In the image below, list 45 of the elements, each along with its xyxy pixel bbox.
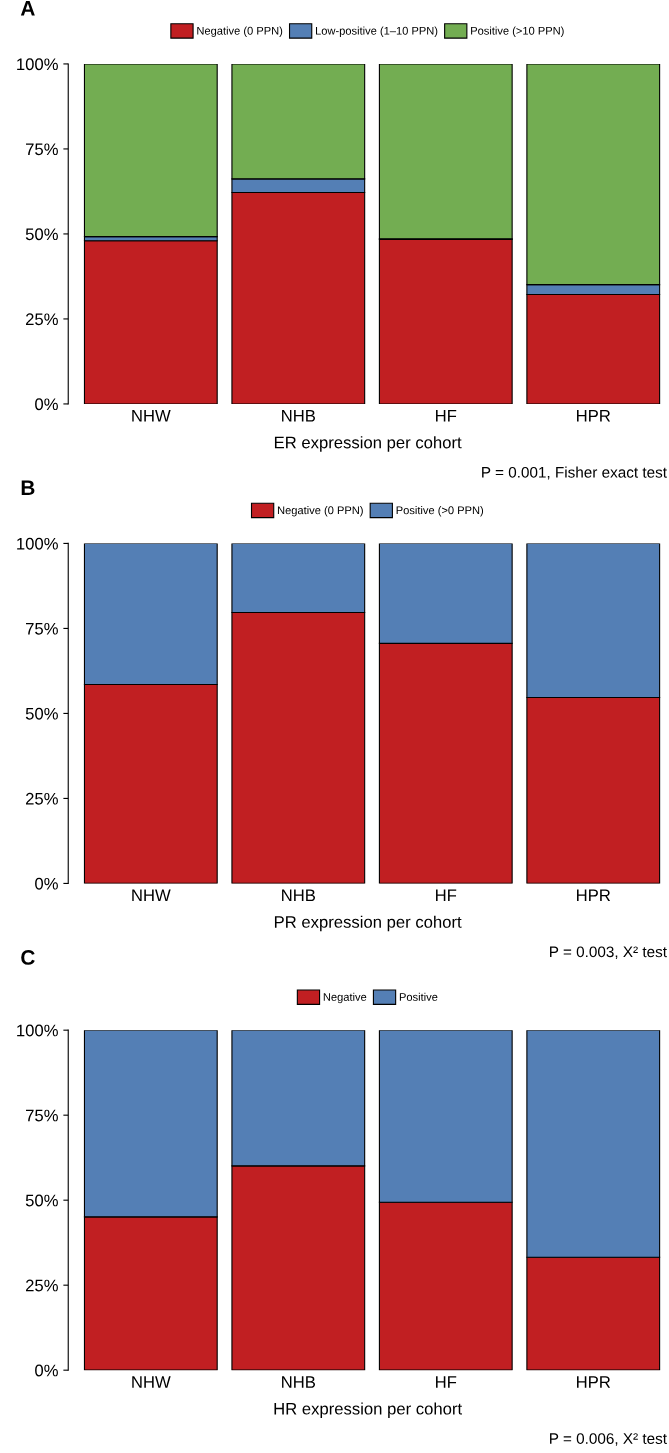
y-tick-label: 100% <box>17 537 58 550</box>
text: P = 0.001, Fisher exact test <box>482 466 667 480</box>
legend-label: Negative (0 PPN) <box>197 26 283 37</box>
legend-label: Positive <box>399 992 438 1001</box>
x-axis-title: ER expression per cohort <box>274 436 462 452</box>
legend-label: Positive (>10 PPN) <box>471 26 564 37</box>
x-tick-label: NHW <box>132 889 171 902</box>
x-tick-label: NHB <box>282 410 316 422</box>
y-tick-label: 50% <box>25 228 58 241</box>
y-tick-label: 0% <box>35 877 58 890</box>
x-tick-label: NHW <box>132 1376 171 1388</box>
x-axis-title: PR expression per cohort <box>274 915 462 932</box>
y-tick-label: 75% <box>26 1109 58 1122</box>
legend-label: Low-positive (1–10 PPN) <box>316 26 438 37</box>
chart-title: A <box>20 1 35 16</box>
x-axis-title: HR expression per cohort <box>274 1402 462 1418</box>
y-tick-label: 75% <box>26 622 58 635</box>
chart-title: C <box>21 950 35 965</box>
legend-label: Positive (>0 PPN) <box>396 506 484 517</box>
bar <box>83 63 218 238</box>
x-tick-label: HF <box>436 889 457 902</box>
x-tick-label: HF <box>436 1376 457 1388</box>
y-tick-label: 75% <box>26 143 58 156</box>
y-tick-label: 0% <box>35 1364 58 1377</box>
text: P = 0.003, X² test <box>550 946 667 960</box>
y-tick-label: 25% <box>26 1279 58 1292</box>
y-tick-label: 25% <box>26 792 58 805</box>
y-tick-label: 25% <box>26 313 58 326</box>
legend-label: Negative <box>323 992 367 1004</box>
x-tick-label: NHW <box>132 410 171 422</box>
chart-title: B <box>21 480 35 495</box>
x-tick-label: NHB <box>282 889 316 902</box>
y-tick-label: 100% <box>17 1024 58 1037</box>
y-tick-label: 50% <box>25 1194 58 1207</box>
bar <box>83 240 218 404</box>
x-tick-label: NHB <box>282 1376 316 1388</box>
y-tick-label: 50% <box>25 707 58 720</box>
y-tick-label: 100% <box>17 58 58 71</box>
x-tick-label: HPR <box>577 410 611 422</box>
legend-label: Negative (0 PPN) <box>277 506 363 517</box>
y-tick-label: 0% <box>35 398 58 411</box>
text: P = 0.006, X² test <box>550 1433 667 1446</box>
x-tick-label: HPR <box>577 1376 611 1388</box>
x-tick-label: HF <box>436 410 457 422</box>
x-tick-label: HPR <box>577 889 611 902</box>
